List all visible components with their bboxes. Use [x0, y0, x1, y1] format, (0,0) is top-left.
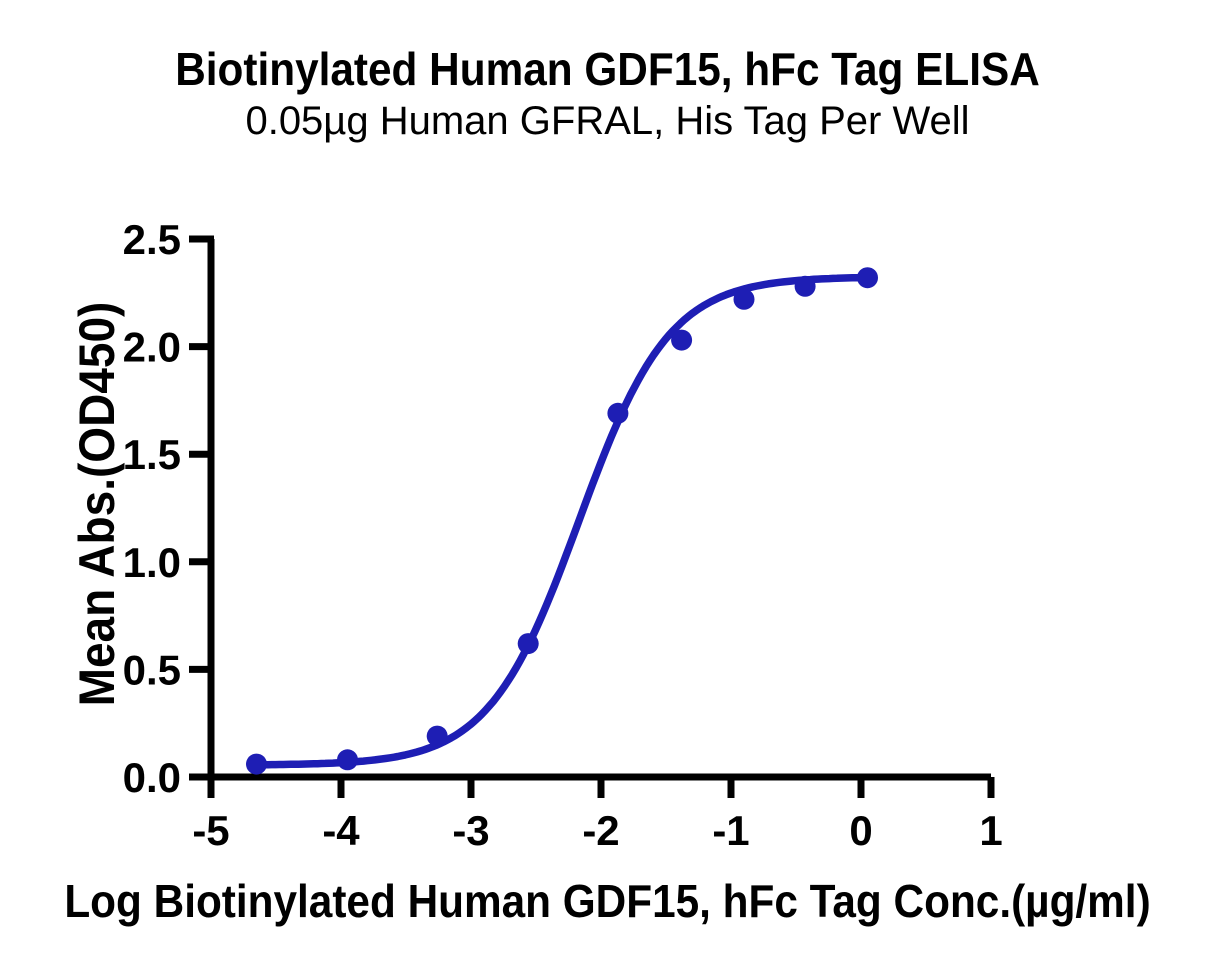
data-point-marker: [337, 749, 358, 771]
y-tick-label: 0.5: [123, 646, 181, 693]
chart-subtitle: 0.05µg Human GFRAL, His Tag Per Well: [245, 99, 970, 143]
y-tick-label: 1.5: [123, 431, 181, 478]
data-point-marker: [794, 275, 816, 297]
fit-curve: [252, 273, 872, 769]
x-axis-label: Log Biotinylated Human GDF15, hFc Tag Co…: [64, 875, 1151, 927]
y-tick-label: 1.0: [123, 539, 181, 586]
data-point-marker: [733, 288, 755, 310]
data-point-marker: [246, 753, 267, 775]
data-point-marker: [671, 329, 693, 351]
x-tick-label: -3: [452, 807, 489, 854]
y-tick-label: 0.0: [123, 754, 181, 801]
x-tick-label: -1: [712, 807, 749, 854]
data-point-marker: [857, 267, 878, 289]
data-point-marker: [517, 633, 539, 655]
chart-title: Biotinylated Human GDF15, hFc Tag ELISA: [175, 43, 1040, 95]
y-tick-label: 2.0: [123, 324, 181, 371]
x-tick-label: -2: [582, 807, 619, 854]
x-tick-label: -4: [322, 807, 360, 854]
x-tick-label: 1: [979, 807, 1002, 854]
data-point-marker: [607, 402, 629, 424]
y-tick-label: 2.5: [123, 216, 181, 263]
axis-lines: [207, 239, 991, 781]
x-tick-label: -5: [192, 807, 229, 854]
x-tick-label: 0: [849, 807, 872, 854]
data-point-marker: [426, 725, 448, 747]
